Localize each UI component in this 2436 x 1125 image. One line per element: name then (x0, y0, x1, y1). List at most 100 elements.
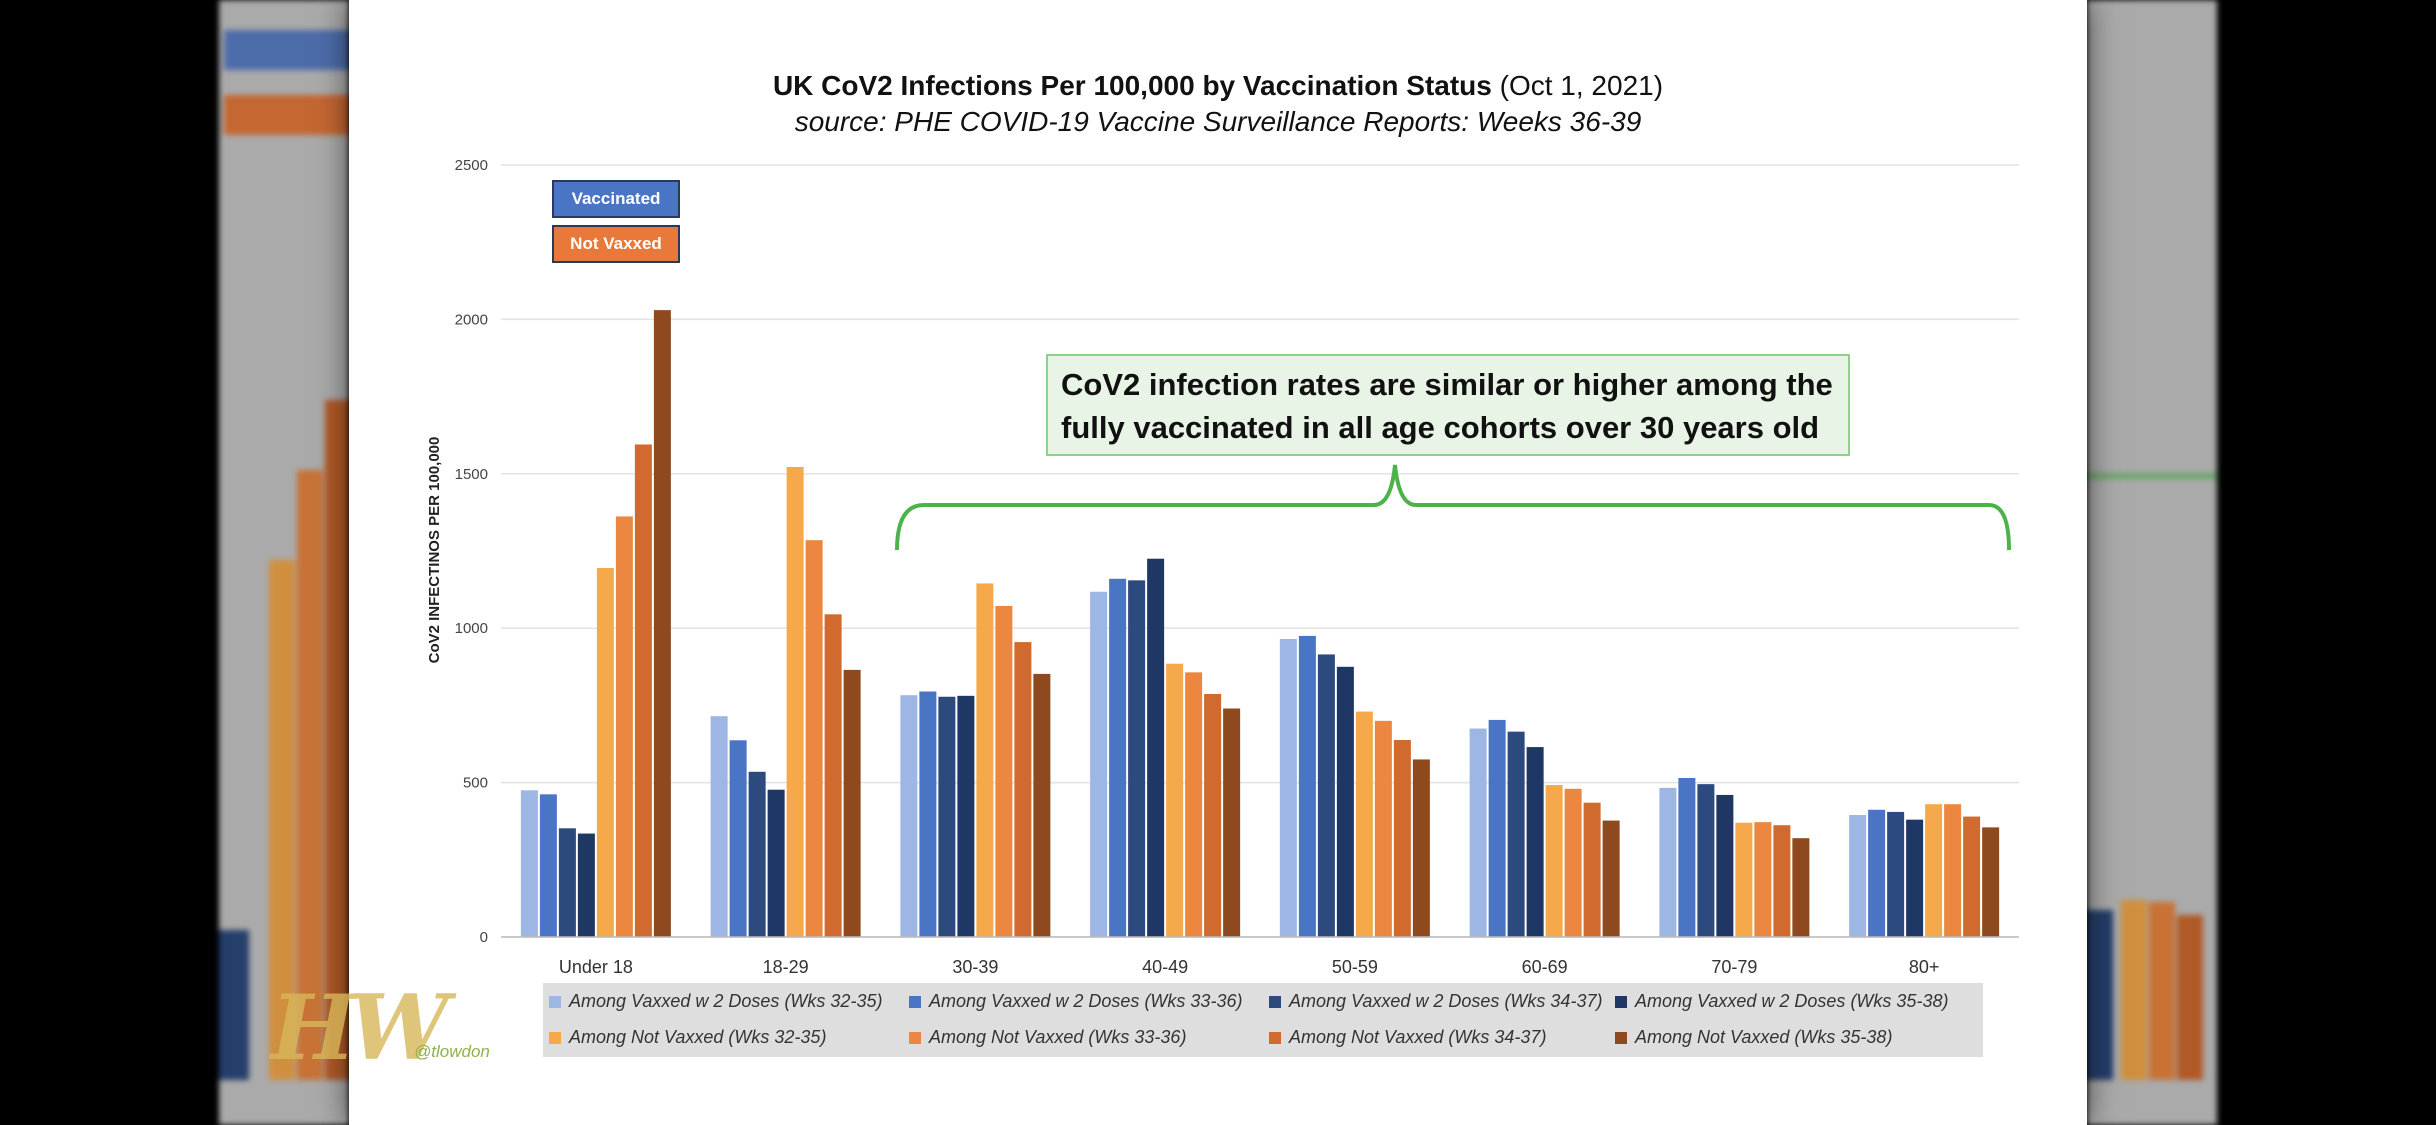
chart-title-row: UK CoV2 Infections Per 100,000 by Vaccin… (349, 70, 2087, 102)
bar (710, 716, 728, 937)
series-legend-row-not-vaxxed: Among Not Vaxxed (Wks 32-35) Among Not Va… (543, 1019, 1983, 1055)
bar (1128, 580, 1146, 937)
bar (1849, 815, 1867, 937)
author-handle: @tlowdon (414, 1042, 490, 1061)
bar (995, 605, 1013, 937)
bar (1697, 784, 1715, 937)
bar (1166, 663, 1184, 937)
series-legend-row-vaxxed: Among Vaxxed w 2 Doses (Wks 32-35) Among … (543, 983, 1983, 1019)
bar (976, 583, 994, 937)
legend-swatch (1269, 1032, 1281, 1044)
bar (1659, 787, 1677, 937)
legend-label: Among Vaxxed w 2 Doses (Wks 34-37) (1289, 991, 1603, 1011)
bar (1773, 825, 1791, 937)
brace (895, 464, 2011, 551)
x-tick-label: 18-29 (763, 957, 809, 977)
x-tick-label: 70-79 (1711, 957, 1757, 977)
bar (1185, 672, 1203, 937)
bar (1393, 739, 1411, 937)
bar (1754, 822, 1772, 937)
bar (1564, 788, 1582, 937)
bar (1792, 838, 1810, 937)
chart-title: UK CoV2 Infections Per 100,000 by Vaccin… (772, 70, 1492, 101)
bar (1526, 747, 1544, 937)
bar (824, 614, 842, 937)
legend-box-vaccinated: Vaccinated (552, 180, 680, 218)
bar (1735, 822, 1753, 937)
bar (938, 696, 956, 937)
series-legend-item: Among Vaxxed w 2 Doses (Wks 35-38) (1615, 983, 1948, 1019)
series-legend-item: Among Not Vaxxed (Wks 35-38) (1615, 1019, 1892, 1055)
bar (767, 789, 785, 937)
bar (957, 695, 975, 937)
bar (1336, 666, 1354, 937)
legend-label: Among Not Vaxxed (Wks 33-36) (929, 1027, 1187, 1047)
annotation-callout: CoV2 infection rates are similar or high… (1046, 354, 1850, 456)
legend-swatch (909, 996, 921, 1008)
y-tick-label: 1000 (455, 620, 488, 637)
bar (1545, 785, 1563, 937)
gridlines (501, 164, 2019, 938)
legend-label: Among Vaxxed w 2 Doses (Wks 32-35) (569, 991, 883, 1011)
series-legend-item: Among Not Vaxxed (Wks 34-37) (1269, 1019, 1546, 1055)
y-tick-label: 2000 (455, 311, 488, 328)
bars (520, 310, 2000, 937)
bar (1147, 558, 1165, 937)
bar (558, 828, 576, 937)
y-tick-label: 500 (463, 775, 488, 792)
bar (1488, 719, 1506, 937)
series-legend-item: Among Not Vaxxed (Wks 32-35) (549, 1019, 826, 1055)
bar (748, 771, 766, 937)
bar (1925, 804, 1943, 937)
legend-swatch (909, 1032, 921, 1044)
brace-path (895, 464, 2011, 551)
bar (1374, 720, 1392, 937)
legend-box-not-vaxxed: Not Vaxxed (552, 225, 680, 263)
chart-title-date: (Oct 1, 2021) (1499, 70, 1664, 101)
series-legend-item: Among Not Vaxxed (Wks 33-36) (909, 1019, 1186, 1055)
x-tick-label: 50-59 (1332, 957, 1378, 977)
x-tick-label: 80+ (1909, 957, 1940, 977)
bar (653, 310, 671, 937)
bar (1982, 827, 2000, 937)
bar (596, 567, 614, 937)
bar (577, 833, 595, 937)
bar (1223, 708, 1241, 937)
bar (729, 740, 747, 937)
bar (1317, 654, 1335, 937)
bar (1602, 820, 1620, 937)
bar (615, 516, 633, 937)
background-slide-right (2087, 0, 2217, 1125)
series-legend-item: Among Vaxxed w 2 Doses (Wks 32-35) (549, 983, 882, 1019)
y-tick-label: 0 (480, 929, 488, 946)
bar (539, 794, 557, 937)
legend-swatch (1269, 996, 1281, 1008)
bar (1678, 777, 1696, 937)
y-axis-label: CoV2 INFECTINOS PER 100,000 (426, 437, 443, 664)
bar (1716, 794, 1734, 937)
legend-label: Among Vaxxed w 2 Doses (Wks 35-38) (1635, 991, 1949, 1011)
legend-swatch (549, 996, 561, 1008)
y-tick-label: 2500 (455, 157, 488, 174)
bar (786, 467, 804, 937)
legend-swatch (549, 1032, 561, 1044)
bar (1109, 578, 1127, 937)
series-legend: Among Vaxxed w 2 Doses (Wks 32-35) Among … (543, 983, 1983, 1057)
x-tick-label: Under 18 (559, 957, 633, 977)
bar (900, 695, 918, 937)
bar (1583, 802, 1601, 937)
chart-slide: UK CoV2 Infections Per 100,000 by Vaccin… (271, 0, 2087, 1125)
bar (1906, 819, 1924, 937)
legend-label: Among Not Vaxxed (Wks 35-38) (1635, 1027, 1893, 1047)
bar (1469, 728, 1487, 937)
bar (1944, 804, 1962, 937)
legend-swatch (1615, 1032, 1627, 1044)
bar (1279, 639, 1297, 937)
bar (1963, 816, 1981, 937)
bar (1412, 759, 1430, 937)
legend-label: Among Vaxxed w 2 Doses (Wks 33-36) (929, 991, 1243, 1011)
x-tick-label: 60-69 (1522, 957, 1568, 977)
legend-swatch (1615, 996, 1627, 1008)
series-legend-item: Among Vaxxed w 2 Doses (Wks 34-37) (1269, 983, 1602, 1019)
bar (520, 790, 538, 937)
